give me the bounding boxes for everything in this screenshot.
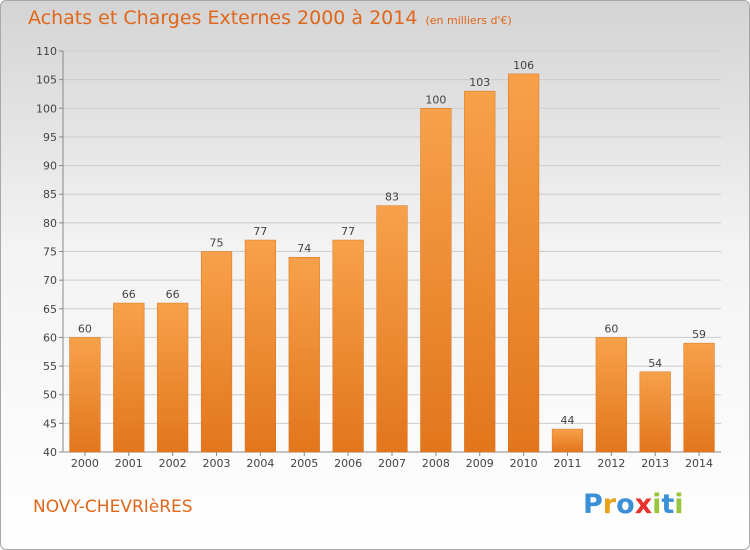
bar <box>683 342 715 453</box>
data-label: 74 <box>297 242 311 255</box>
bar <box>69 337 101 453</box>
y-tick-label: 95 <box>43 131 57 144</box>
bar <box>200 251 233 453</box>
x-tick-label: 2013 <box>641 457 669 470</box>
x-tick-label: 2001 <box>115 457 143 470</box>
bar <box>507 73 540 453</box>
x-tick-label: 2002 <box>159 457 187 470</box>
y-tick-label: 85 <box>43 188 57 201</box>
y-tick-label: 80 <box>43 217 57 230</box>
chart-title-text: Achats et Charges Externes 2000 à 2014 <box>28 7 418 29</box>
bar <box>288 256 320 453</box>
y-tick-label: 100 <box>36 102 57 115</box>
unit-note: (en milliers d'€) <box>425 14 512 27</box>
bar <box>113 302 145 453</box>
logo-letter: x <box>634 489 653 520</box>
data-label: 66 <box>122 288 136 301</box>
bar <box>332 239 364 453</box>
y-tick-label: 45 <box>43 417 57 430</box>
data-label: 54 <box>648 357 662 370</box>
x-tick-label: 2008 <box>422 457 450 470</box>
bar <box>244 239 277 453</box>
town-name: NOVY-CHEVRIèRES <box>33 497 193 517</box>
data-label: 103 <box>469 76 490 89</box>
y-tick-label: 105 <box>36 74 57 87</box>
x-tick-label: 2011 <box>553 457 581 470</box>
y-tick-label: 40 <box>43 446 57 459</box>
x-tick-label: 2007 <box>378 457 406 470</box>
bar <box>157 302 189 453</box>
x-tick-label: 2004 <box>246 457 274 470</box>
chart-title: Achats et Charges Externes 2000 à 2014 (e… <box>28 7 512 29</box>
logo-letter: i <box>652 489 662 520</box>
data-label: 60 <box>604 322 618 335</box>
data-label: 59 <box>692 328 706 341</box>
bar <box>595 337 627 453</box>
data-label: 66 <box>166 288 180 301</box>
y-tick-label: 50 <box>43 389 57 402</box>
y-tick-label: 55 <box>43 360 57 373</box>
bar <box>639 371 671 453</box>
data-label: 44 <box>560 414 574 427</box>
bar <box>551 428 584 453</box>
bar <box>376 205 408 453</box>
y-tick-label: 90 <box>43 160 57 173</box>
data-label: 100 <box>425 93 446 106</box>
x-tick-label: 2000 <box>71 457 99 470</box>
data-label: 75 <box>210 237 224 250</box>
bar <box>464 90 496 453</box>
x-tick-label: 2014 <box>685 457 713 470</box>
x-tick-label: 2010 <box>510 457 538 470</box>
logo-letter: t <box>661 489 675 520</box>
bar <box>420 108 452 453</box>
data-label: 106 <box>513 59 534 72</box>
x-tick-label: 2005 <box>290 457 318 470</box>
data-label: 77 <box>253 225 267 238</box>
y-tick-label: 65 <box>43 303 57 316</box>
x-tick-label: 2012 <box>597 457 625 470</box>
y-tick-label: 60 <box>43 331 57 344</box>
logo-letter: o <box>616 489 635 520</box>
y-tick-label: 110 <box>36 45 57 58</box>
logo-letter: r <box>602 489 617 520</box>
proxiti-logo: Proxiti <box>583 489 684 520</box>
logo-letter: i <box>674 489 684 520</box>
data-label: 60 <box>78 322 92 335</box>
data-label: 83 <box>385 191 399 204</box>
y-tick-label: 70 <box>43 274 57 287</box>
logo-letter: P <box>583 489 603 520</box>
x-tick-label: 2009 <box>466 457 494 470</box>
data-label: 77 <box>341 225 355 238</box>
x-tick-label: 2006 <box>334 457 362 470</box>
x-tick-label: 2003 <box>203 457 231 470</box>
y-tick-label: 75 <box>43 246 57 259</box>
